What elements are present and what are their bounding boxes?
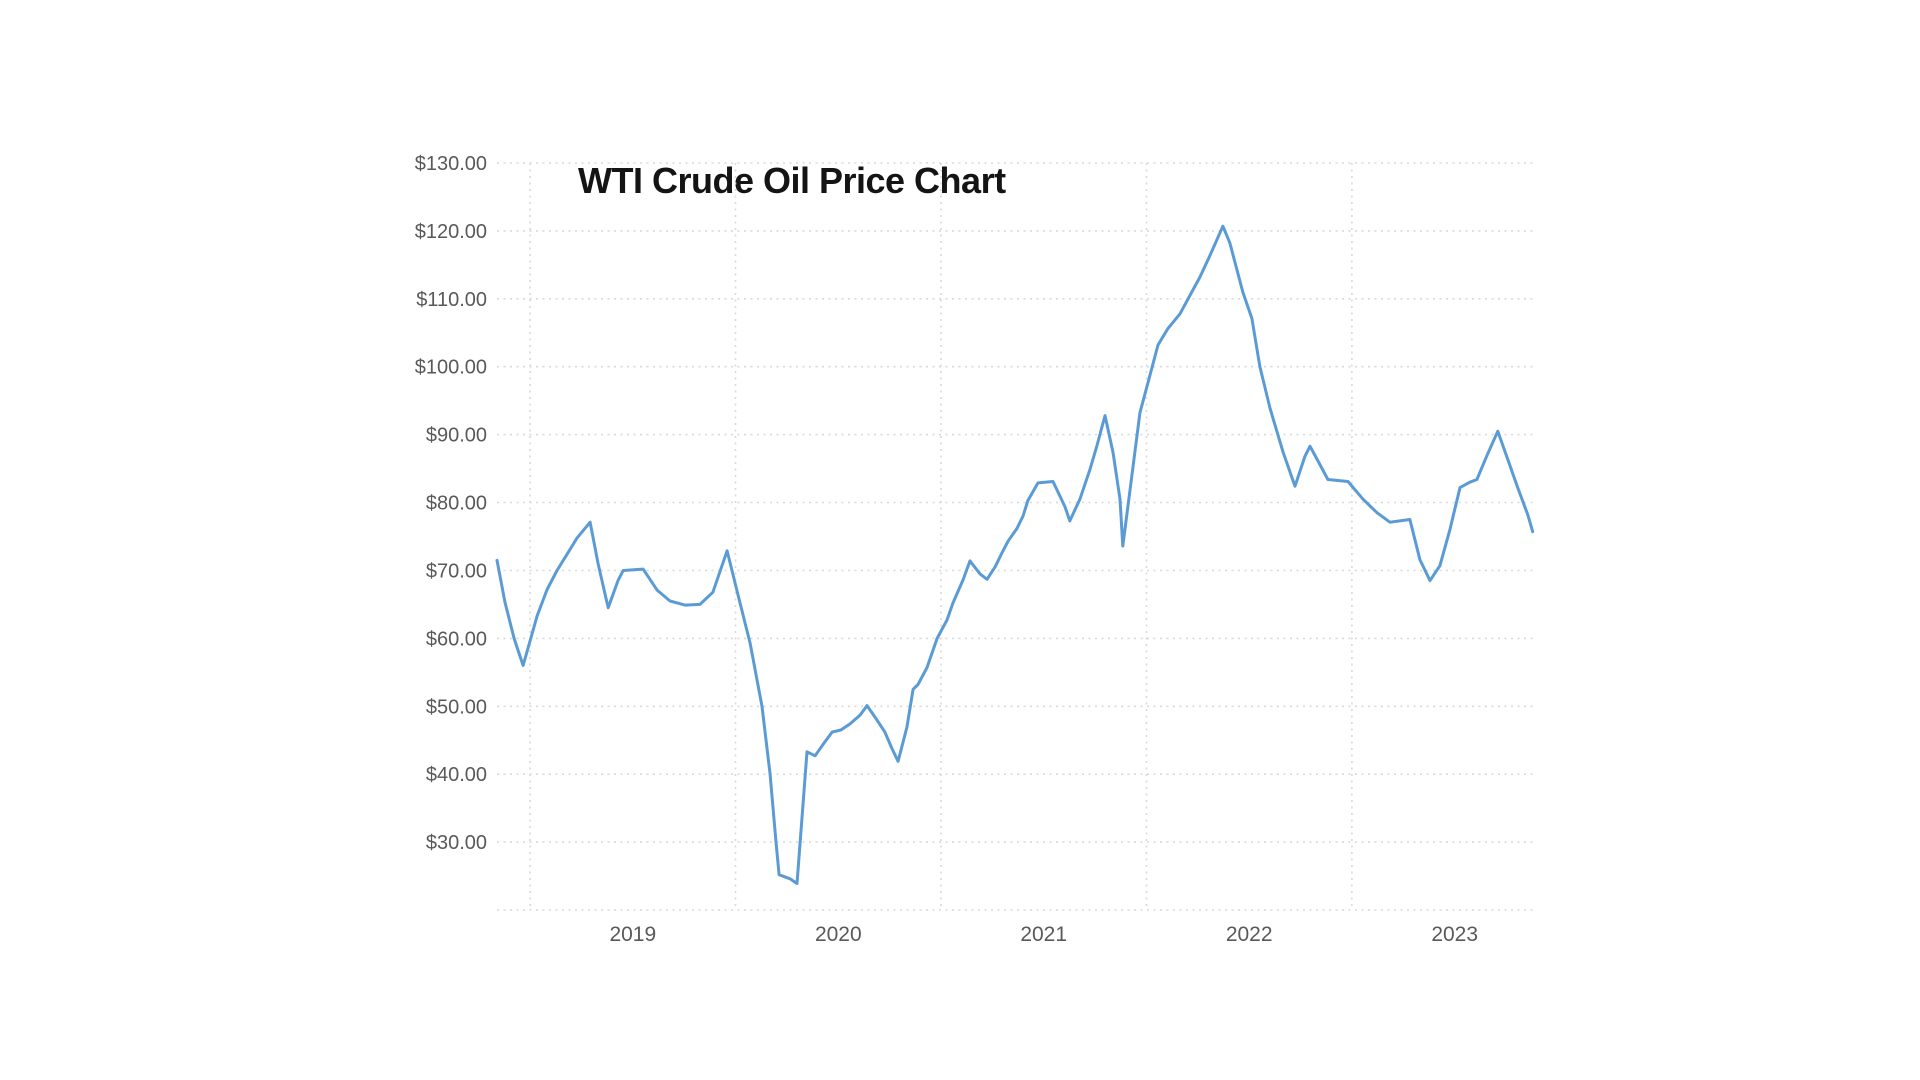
y-axis-tick-label: $130.00	[415, 153, 487, 175]
x-axis-tick-label: 2022	[1226, 923, 1273, 946]
y-axis-tick-label: $50.00	[426, 696, 487, 718]
x-axis-tick-label: 2023	[1431, 923, 1478, 946]
y-axis-tick-label: $30.00	[426, 832, 487, 854]
x-axis-tick-label: 2020	[815, 923, 862, 946]
y-axis-tick-label: $60.00	[426, 628, 487, 650]
chart-title: WTI Crude Oil Price Chart	[578, 160, 1006, 201]
y-axis-tick-label: $80.00	[426, 493, 487, 515]
y-axis-tick-label: $100.00	[415, 357, 487, 379]
y-axis-tick-label: $70.00	[426, 561, 487, 583]
y-axis-tick-label: $90.00	[426, 425, 487, 447]
y-axis-tick-label: $110.00	[416, 289, 487, 311]
y-axis-tick-label: $120.00	[415, 221, 487, 243]
x-axis-tick-label: 2019	[609, 923, 656, 946]
x-axis-tick-label: 2021	[1020, 923, 1067, 946]
price-line	[495, 224, 1535, 885]
y-axis-tick-label: $40.00	[426, 764, 487, 786]
